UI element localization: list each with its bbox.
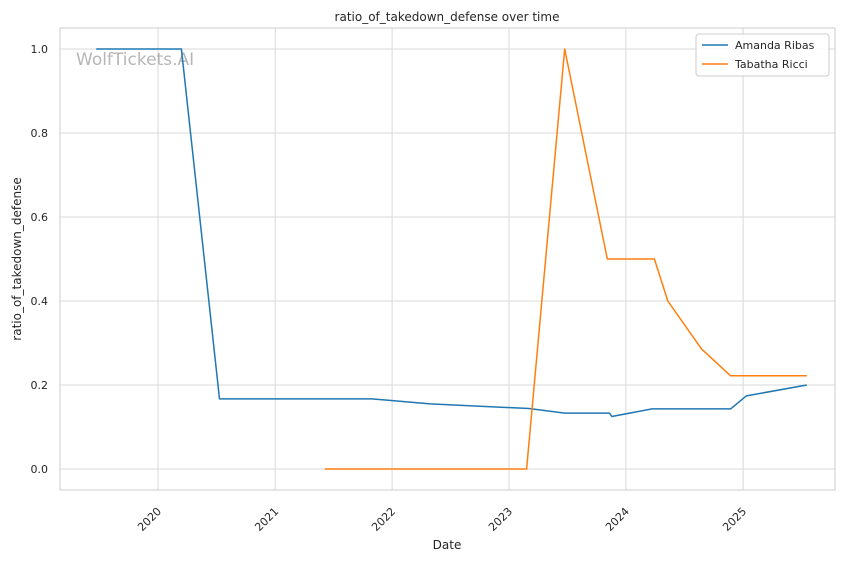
legend-label: Tabatha Ricci bbox=[734, 58, 808, 71]
legend: Amanda Ribas Tabatha Ricci bbox=[695, 33, 830, 77]
x-axis-title: Date bbox=[433, 538, 462, 552]
chart-title: ratio_of_takedown_defense over time bbox=[335, 10, 560, 24]
series-lines bbox=[96, 48, 807, 470]
legend-label: Amanda Ribas bbox=[735, 39, 815, 52]
plot-frame bbox=[59, 27, 836, 491]
y-tick-label: 0.8 bbox=[31, 127, 49, 140]
y-axis-title: ratio_of_takedown_defense bbox=[10, 177, 24, 340]
y-tick-label: 1.0 bbox=[31, 43, 49, 56]
series-line-2 bbox=[324, 48, 807, 470]
watermark-text: WolfTickets.AI bbox=[76, 50, 194, 70]
y-tick-label: 0.2 bbox=[31, 379, 49, 392]
y-tick-label: 0.0 bbox=[31, 463, 49, 476]
series-line-1 bbox=[96, 48, 807, 418]
y-tick-label: 0.4 bbox=[31, 295, 49, 308]
y-tick-label: 0.6 bbox=[31, 211, 49, 224]
grid bbox=[60, 28, 835, 490]
legend-box bbox=[695, 33, 830, 77]
